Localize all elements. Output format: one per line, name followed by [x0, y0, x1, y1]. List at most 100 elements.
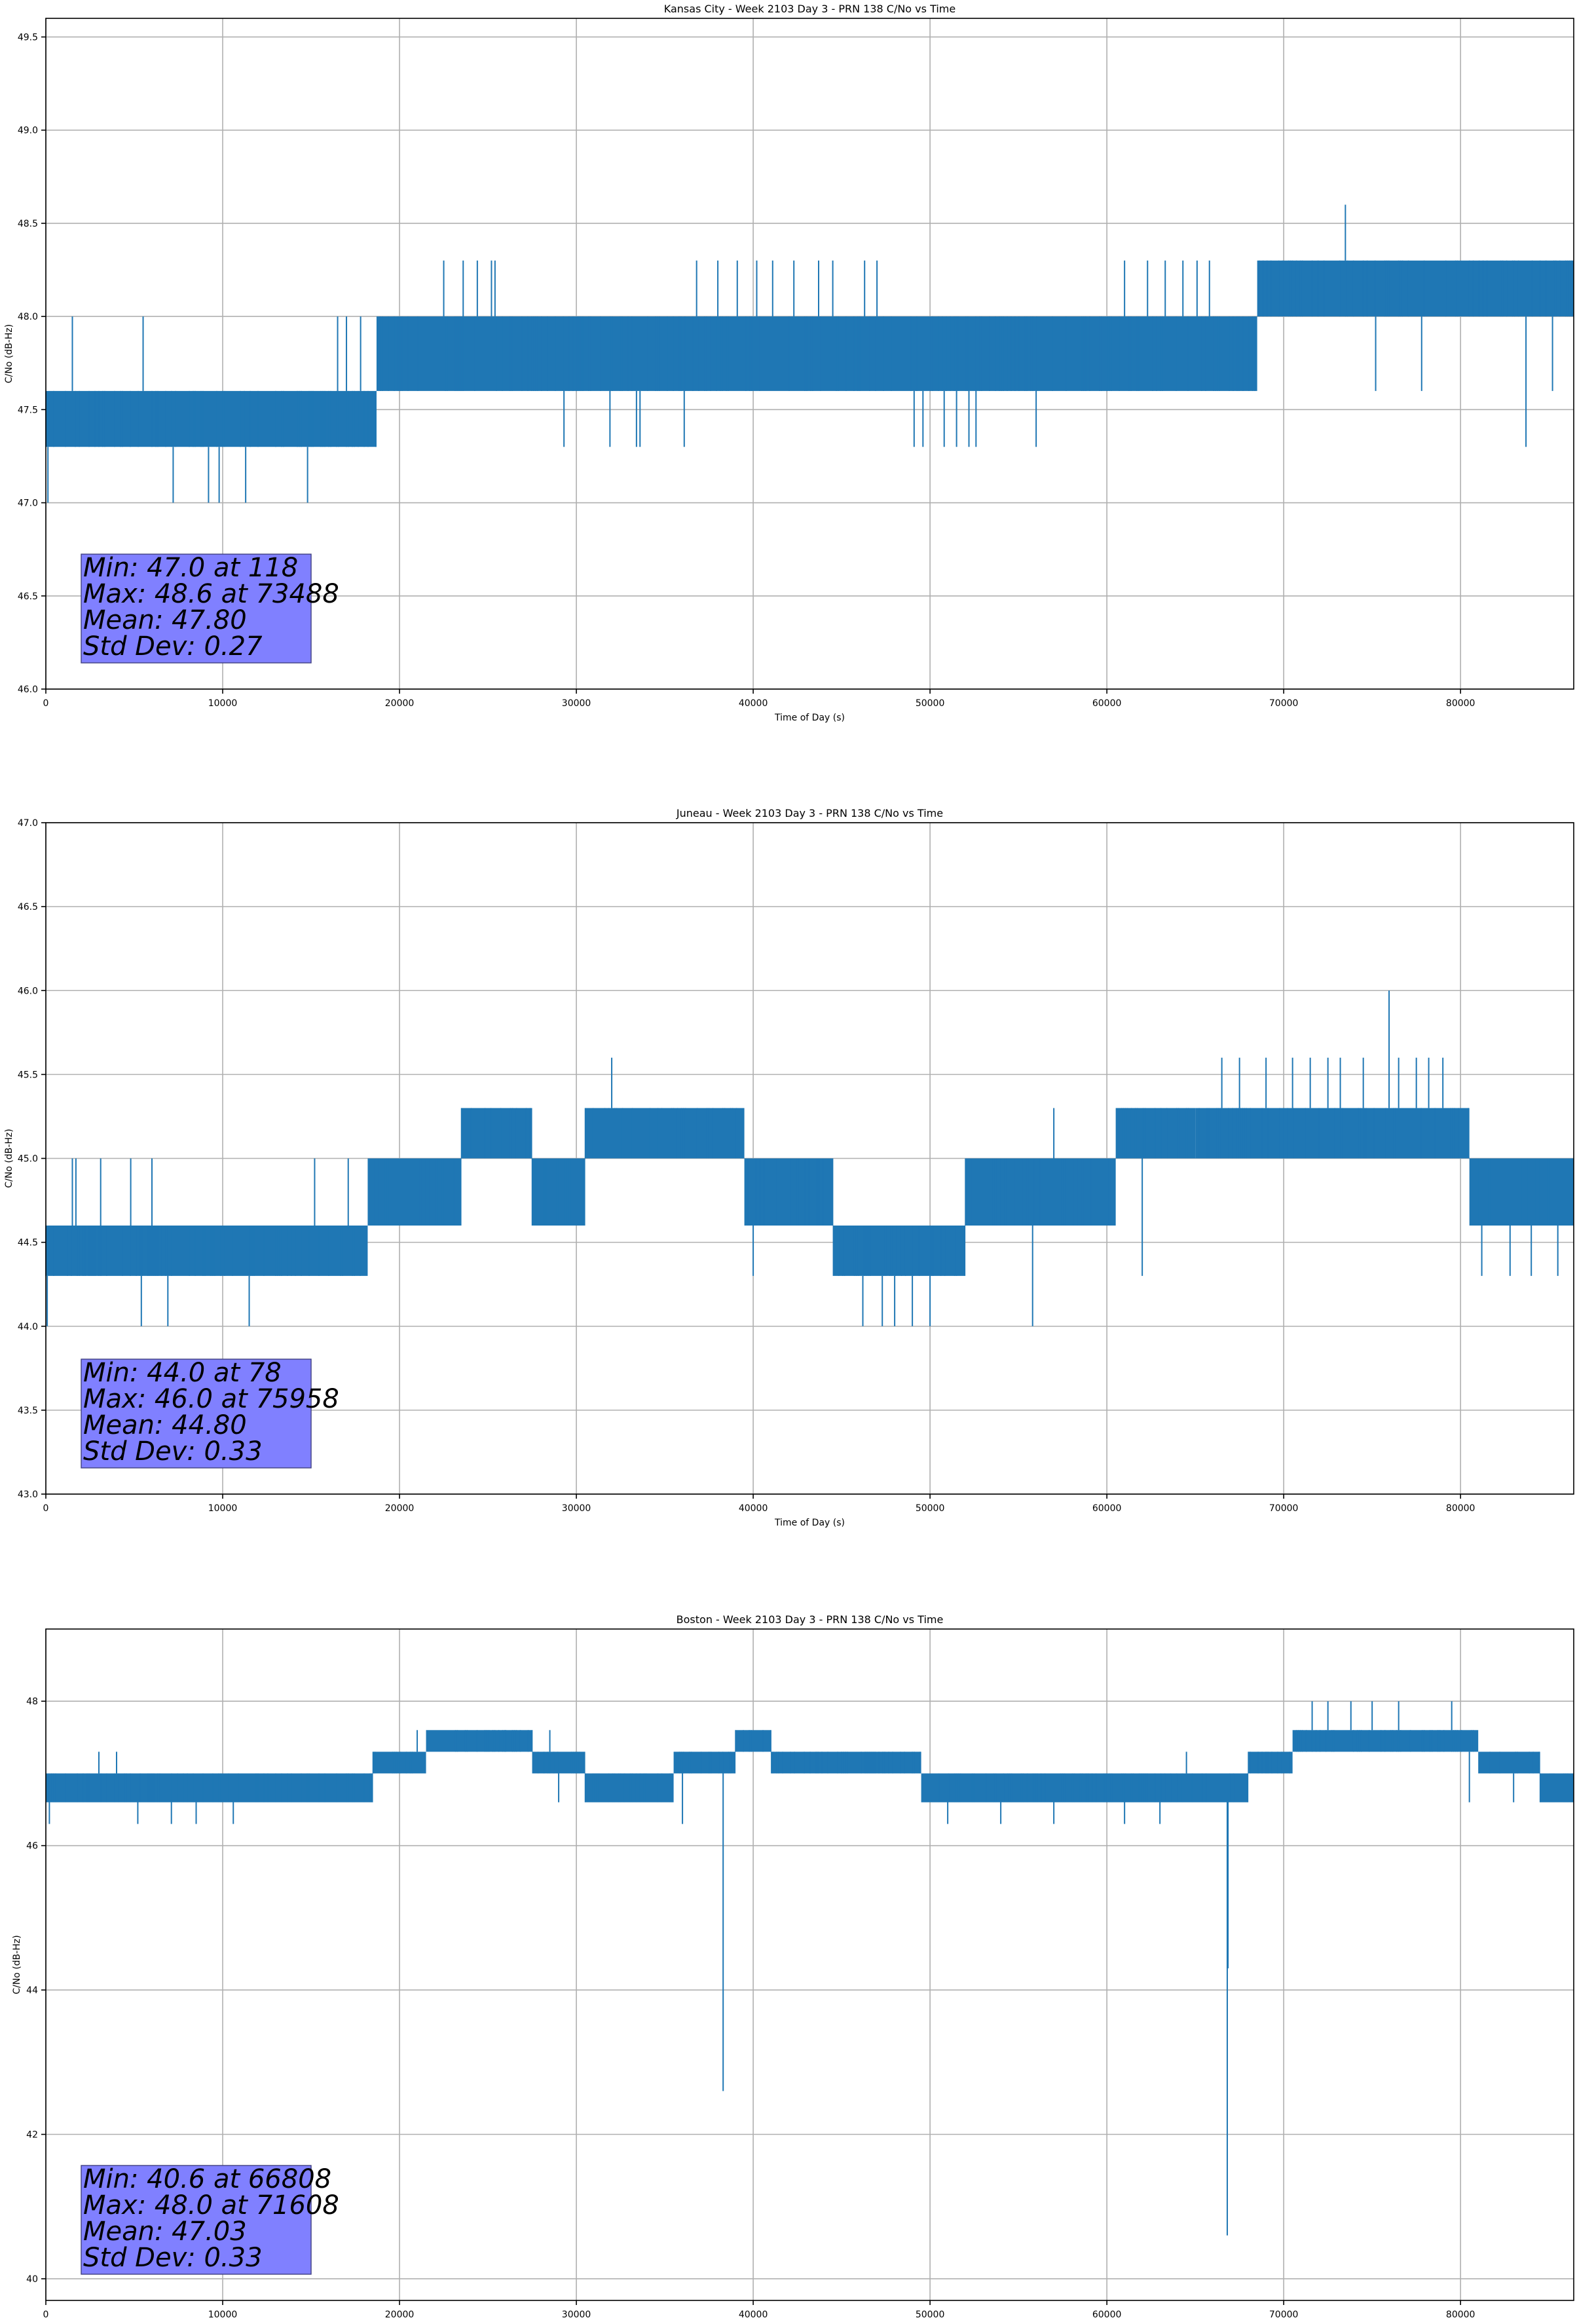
- data-band: [532, 1158, 585, 1226]
- stats-line: Max: 46.0 at 75958: [83, 1384, 339, 1414]
- stats-line: Std Dev: 0.27: [83, 631, 263, 662]
- data-series: [45, 990, 1574, 1326]
- x-tick-label: 60000: [1092, 2310, 1122, 2320]
- y-tick-label: 46.0: [18, 986, 38, 996]
- y-tick-label: 43.5: [18, 1406, 38, 1416]
- y-tick-label: 40: [26, 2274, 38, 2285]
- stats-line: Std Dev: 0.33: [83, 1436, 263, 1467]
- y-tick-label: 46: [26, 1841, 38, 1852]
- x-tick-label: 50000: [916, 2310, 945, 2320]
- y-tick-label: 48.5: [18, 219, 38, 229]
- x-tick-label: 20000: [385, 1503, 415, 1514]
- x-tick-label: 30000: [562, 698, 591, 709]
- y-tick-label: 47.0: [18, 818, 38, 829]
- x-tick-label: 10000: [208, 2310, 238, 2320]
- data-band: [46, 1226, 368, 1276]
- data-band: [585, 1108, 745, 1159]
- x-tick-label: 70000: [1269, 698, 1299, 709]
- x-tick-label: 30000: [562, 2310, 591, 2320]
- x-tick-label: 0: [43, 2310, 49, 2320]
- y-tick-label: 44.0: [18, 1322, 38, 1332]
- data-band: [461, 1108, 532, 1159]
- data-band: [585, 1773, 674, 1803]
- y-axis-label: C/No (dB-Hz): [4, 1129, 14, 1188]
- stats-box: [81, 1359, 312, 1469]
- x-tick-label: 40000: [739, 698, 768, 709]
- x-axis-label: Time of Day (s): [774, 1518, 845, 1528]
- data-series: [45, 204, 1574, 503]
- stats-line: Min: 44.0 at 78: [83, 1358, 282, 1388]
- x-tick-label: 60000: [1092, 698, 1122, 709]
- y-tick-label: 47.0: [18, 498, 38, 509]
- stats-line: Mean: 47.03: [83, 2217, 247, 2247]
- data-band: [367, 1158, 462, 1226]
- y-tick-label: 46.5: [18, 591, 38, 602]
- data-band: [735, 1730, 771, 1752]
- chart-2: 0 10000 20000 30000 40000 50000 60000 70000 8000…: [12, 1613, 1574, 2320]
- y-tick-label: 46.5: [18, 902, 38, 912]
- chart-title: Kansas City - Week 2103 Day 3 - PRN 138 …: [664, 3, 955, 15]
- data-band: [376, 316, 1257, 391]
- data-band: [1248, 1752, 1293, 1774]
- x-tick-label: 20000: [385, 698, 415, 709]
- chart-0: 0 10000 20000 30000 40000 50000 60000 70000 8000…: [4, 3, 1574, 723]
- y-tick-label: 43.0: [18, 1490, 38, 1500]
- y-tick-label: 46.0: [18, 684, 38, 695]
- stats-line: Mean: 47.80: [83, 605, 247, 635]
- x-tick-label: 50000: [916, 1503, 945, 1514]
- chart-1: 0 10000 20000 30000 40000 50000 60000 70000 8000…: [4, 807, 1574, 1528]
- y-tick-label: 42: [26, 2130, 38, 2141]
- y-axis-label: C/No (dB-Hz): [12, 1935, 22, 1994]
- x-tick-label: 50000: [916, 698, 945, 709]
- x-tick-label: 40000: [739, 2310, 768, 2320]
- stats-line: Min: 47.0 at 118: [83, 553, 298, 583]
- stats-line: Mean: 44.80: [83, 1410, 247, 1440]
- y-tick-label: 49.5: [18, 32, 38, 43]
- x-tick-label: 0: [43, 698, 49, 709]
- y-axis-label: C/No (dB-Hz): [4, 324, 14, 383]
- data-band: [1257, 260, 1574, 317]
- y-tick-label: 49.0: [18, 126, 38, 136]
- data-band: [46, 1773, 373, 1803]
- y-tick-label: 48: [26, 1696, 38, 1707]
- stats-line: Max: 48.6 at 73488: [83, 579, 339, 609]
- x-tick-label: 80000: [1446, 698, 1475, 709]
- data-band: [921, 1773, 1249, 1803]
- y-tick-label: 44: [26, 1985, 38, 1996]
- plot-frame: [45, 1628, 1574, 2301]
- x-tick-label: 70000: [1269, 2310, 1299, 2320]
- y-tick-label: 44.5: [18, 1238, 38, 1248]
- stats-line: Max: 48.0 at 71608: [83, 2190, 339, 2221]
- y-tick-label: 47.5: [18, 405, 38, 415]
- chart-title: Juneau - Week 2103 Day 3 - PRN 138 C/No …: [676, 807, 943, 819]
- y-tick-label: 45.5: [18, 1070, 38, 1080]
- data-band: [1540, 1773, 1574, 1803]
- x-axis-label: Time of Day (s): [774, 713, 845, 723]
- x-tick-label: 80000: [1446, 1503, 1475, 1514]
- data-band: [673, 1752, 736, 1774]
- plot-frame: [45, 18, 1574, 690]
- x-tick-label: 60000: [1092, 1503, 1122, 1514]
- y-tick-label: 45.0: [18, 1154, 38, 1165]
- x-tick-label: 30000: [562, 1503, 591, 1514]
- chart-title: Boston - Week 2103 Day 3 - PRN 138 C/No …: [677, 1613, 944, 1626]
- data-band: [532, 1752, 585, 1774]
- x-tick-label: 70000: [1269, 1503, 1299, 1514]
- x-tick-label: 80000: [1446, 2310, 1475, 2320]
- data-band: [1478, 1752, 1540, 1774]
- data-series: [46, 1701, 1574, 2236]
- x-tick-label: 10000: [208, 1503, 238, 1514]
- data-band: [832, 1226, 966, 1276]
- x-tick-label: 40000: [739, 1503, 768, 1514]
- x-tick-label: 0: [43, 1503, 49, 1514]
- stats-box: [81, 2165, 312, 2275]
- x-tick-label: 10000: [208, 698, 238, 709]
- data-band: [744, 1158, 833, 1226]
- x-tick-label: 20000: [385, 2310, 415, 2320]
- stats-box: [81, 553, 312, 664]
- stats-line: Min: 40.6 at 66808: [83, 2164, 331, 2194]
- stats-line: Std Dev: 0.33: [83, 2243, 263, 2273]
- data-band: [373, 1752, 426, 1774]
- y-tick-label: 48.0: [18, 312, 38, 322]
